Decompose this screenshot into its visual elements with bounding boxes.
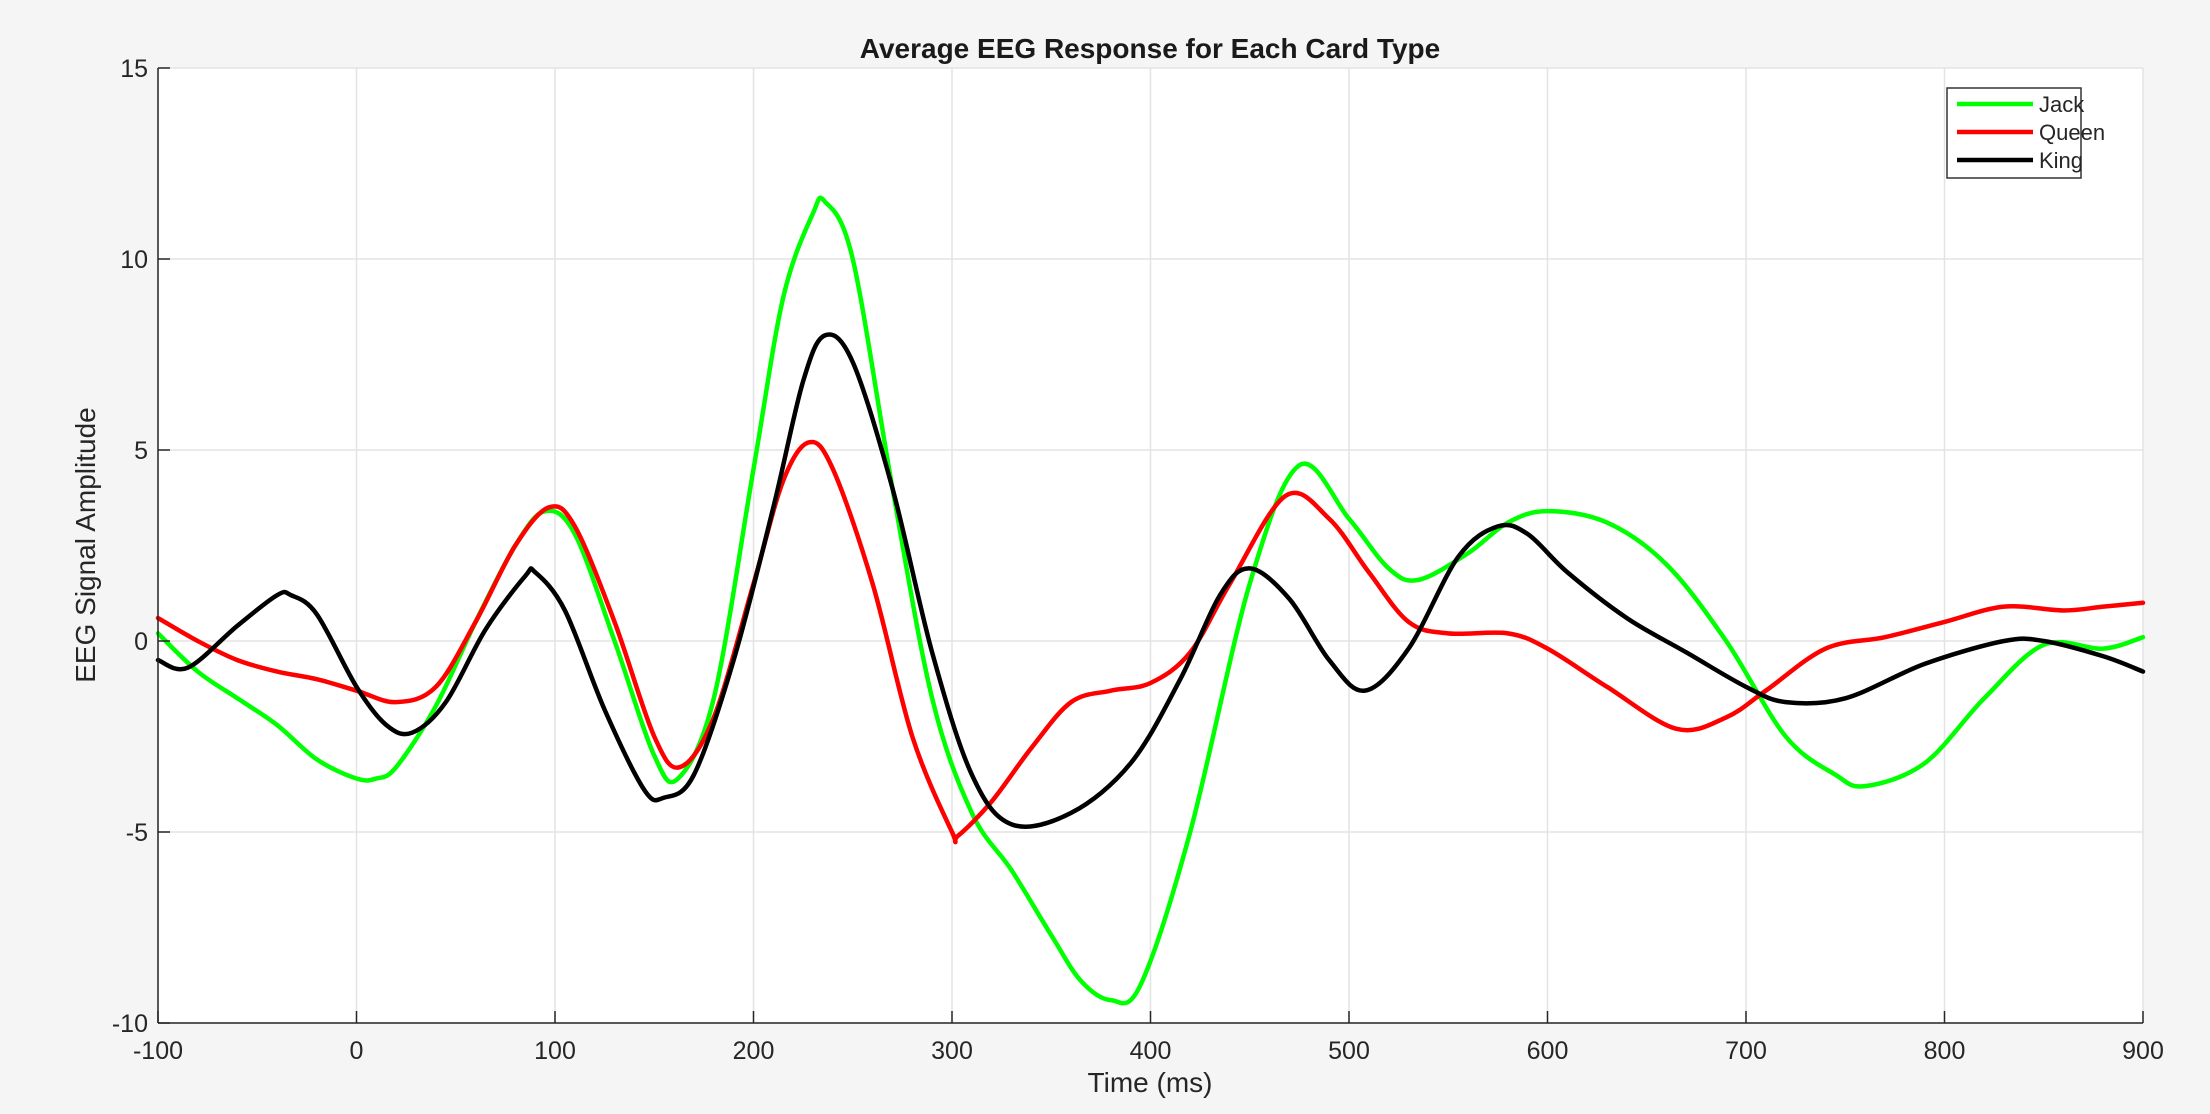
x-tick-label: 300: [931, 1037, 973, 1065]
x-tick-label: -100: [133, 1037, 183, 1065]
tick-labels: -100 0 100 200 300 400 500 600 700 800 900 -10 -5 0 5 1…: [112, 55, 2164, 1065]
x-tick-label: 100: [534, 1037, 576, 1065]
legend-label-queen: Queen: [2039, 120, 2105, 145]
series-layer: [155, 195, 2146, 1006]
y-tick-label: 0: [134, 628, 148, 656]
x-tick-label: 800: [1924, 1037, 1966, 1065]
y-tick-label: 5: [134, 437, 148, 465]
x-axis-label: Time (ms): [1088, 1067, 1213, 1098]
chart-title: Average EEG Response for Each Card Type: [860, 33, 1440, 64]
y-tick-label: -5: [126, 819, 148, 847]
y-axis-label: EEG Signal Amplitude: [70, 407, 101, 683]
x-tick-label: 900: [2122, 1037, 2164, 1065]
legend: Jack Queen King: [1946, 87, 2105, 179]
series-line-king: [155, 332, 2146, 829]
y-tick-label: -10: [112, 1010, 148, 1038]
x-tick-label: 200: [733, 1037, 775, 1065]
axes-frame: [157, 67, 2144, 1024]
x-tick-label: 600: [1527, 1037, 1569, 1065]
legend-label-jack: Jack: [2039, 92, 2085, 117]
x-tick-label: 500: [1328, 1037, 1370, 1065]
legend-label-king: King: [2039, 148, 2083, 173]
y-tick-label: 15: [120, 55, 148, 83]
y-tick-label: 10: [120, 246, 148, 274]
x-tick-label: 400: [1130, 1037, 1172, 1065]
x-tick-label: 0: [350, 1037, 364, 1065]
series-line-queen: [155, 439, 2146, 845]
grid-lines: [157, 67, 2144, 1024]
x-tick-label: 700: [1725, 1037, 1767, 1065]
